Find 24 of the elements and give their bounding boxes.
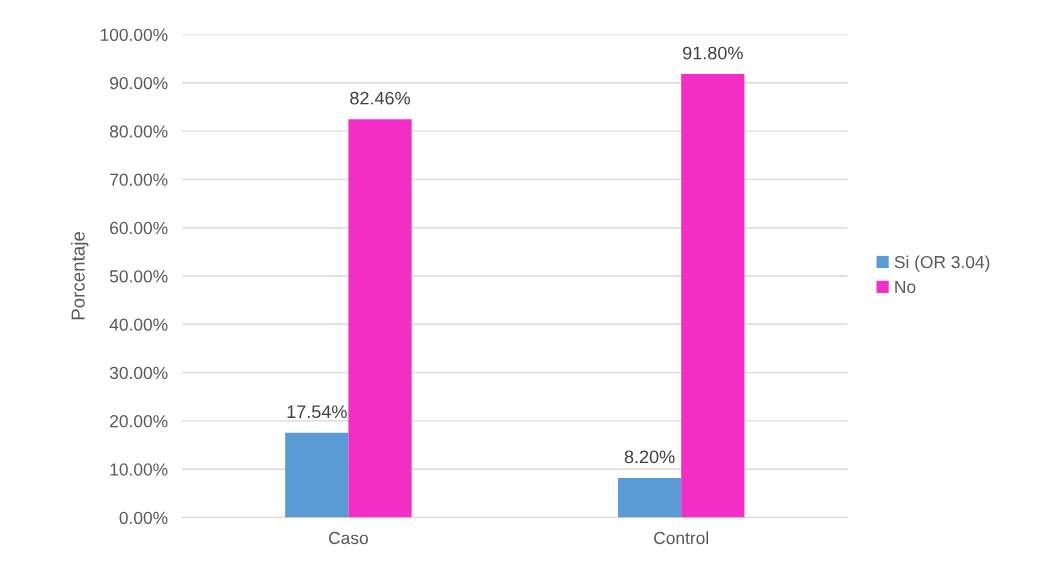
bar — [681, 74, 745, 518]
data-label: 82.46% — [350, 91, 410, 105]
bar — [285, 432, 349, 518]
y-tick-label: 40.00% — [109, 318, 168, 331]
bar — [348, 119, 412, 518]
y-tick-label: 0.00% — [119, 511, 168, 524]
y-tick-label: 20.00% — [110, 415, 168, 428]
x-tick-label: Caso — [329, 531, 368, 545]
x-tick-label: Control — [654, 531, 709, 545]
y-tick-label: 10.00% — [110, 463, 168, 476]
y-tick-label: 60.00% — [110, 221, 168, 235]
y-tick-label: 100.00% — [100, 28, 168, 41]
y-tick-label: 50.00% — [109, 270, 168, 283]
y-tick-label: 80.00% — [109, 125, 168, 138]
legend-label: No — [895, 280, 916, 294]
y-tick-label: 70.00% — [110, 173, 168, 186]
data-label: 17.54% — [287, 405, 347, 419]
data-label: 8.20% — [624, 450, 675, 464]
bar — [617, 477, 682, 518]
y-tick-label: 90.00% — [110, 76, 168, 90]
y-axis-title: Porcentaje — [70, 232, 89, 320]
y-tick-label: 30.00% — [109, 366, 168, 380]
legend-label: Si (OR 3.04) — [894, 255, 990, 272]
data-label: 91.80% — [683, 46, 743, 60]
